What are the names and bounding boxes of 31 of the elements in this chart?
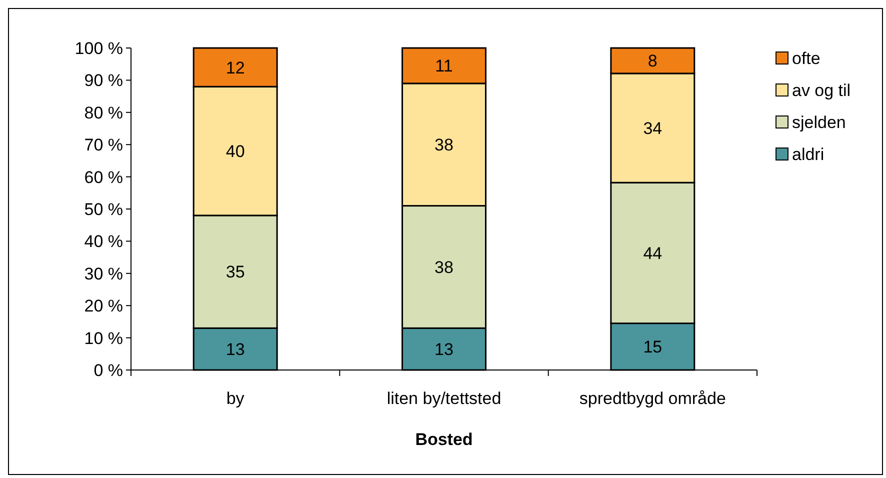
y-tick-label: 90 %	[84, 71, 123, 90]
x-tick-label: by	[226, 389, 245, 408]
data-label: 38	[434, 258, 454, 277]
data-label: 8	[648, 52, 658, 71]
x-axis-title: Bosted	[415, 430, 473, 449]
y-tick-label: 30 %	[84, 264, 123, 284]
data-label: 34	[643, 118, 662, 138]
y-tick-label: 80 %	[84, 103, 123, 122]
data-label: 35	[226, 262, 245, 282]
y-tick-label: 40 %	[84, 232, 123, 252]
x-tick-label: spredtbygd område	[579, 389, 726, 408]
y-tick-label: 70 %	[84, 136, 123, 155]
data-label: 44	[643, 244, 662, 263]
y-tick-label: 50 %	[84, 200, 123, 219]
data-label: 13	[226, 340, 245, 360]
y-tick-label: 10 %	[84, 328, 123, 348]
data-label: 38	[434, 136, 454, 155]
data-label: 12	[226, 58, 245, 78]
y-tick-label: 100 %	[74, 38, 123, 58]
y-tick-label: 20 %	[84, 296, 123, 316]
data-label: 15	[643, 338, 662, 357]
x-tick-label: liten by/tettsted	[386, 389, 502, 408]
data-label: 13	[434, 340, 454, 360]
legend-label: ofte	[792, 48, 820, 68]
legend-label: sjelden	[792, 112, 846, 132]
legend-label: aldri	[792, 144, 824, 164]
y-tick-label: 60 %	[84, 168, 123, 187]
legend-label: av og til	[792, 80, 851, 100]
data-label: 40	[226, 142, 245, 161]
data-label: 11	[435, 56, 453, 76]
y-tick-label: 0 %	[94, 360, 123, 380]
